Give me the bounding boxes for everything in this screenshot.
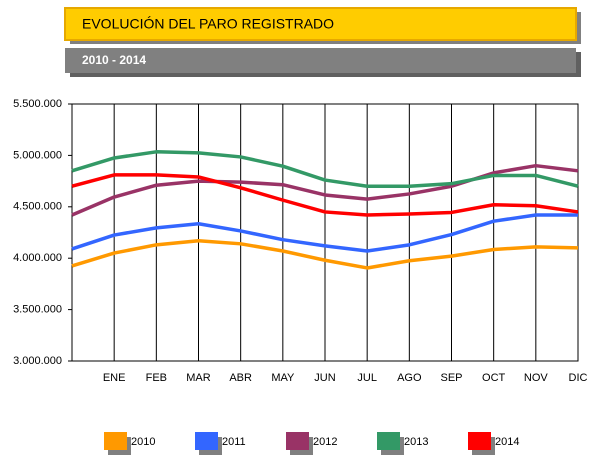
legend-label: 2014 [495, 436, 519, 448]
series-line [71, 163, 579, 217]
x-tick-label: DIC [569, 372, 588, 384]
series-line [71, 238, 579, 270]
title-bar [64, 7, 577, 41]
y-tick-label: 3.000.000 [13, 355, 62, 367]
legend-swatch [104, 432, 127, 450]
x-tick-label: ABR [229, 372, 252, 384]
x-tick-label: FEB [146, 372, 167, 384]
x-tick-label: SEP [440, 372, 462, 384]
legend-label: 2013 [404, 436, 428, 448]
legend-swatch [468, 432, 491, 450]
legend-label: 2011 [222, 436, 246, 448]
y-tick-label: 5.000.000 [13, 149, 62, 161]
legend-swatch [377, 432, 400, 450]
series-line [71, 213, 578, 253]
x-tick-label: NOV [524, 372, 549, 384]
x-tick-label: MAR [186, 372, 211, 384]
series-line [71, 150, 579, 188]
x-tick-label: JUN [314, 372, 335, 384]
y-tick-label: 4.000.000 [13, 252, 62, 264]
x-tick-label: JUL [357, 372, 377, 384]
x-tick-label: MAY [271, 372, 295, 384]
legend-swatch [195, 432, 218, 450]
x-tick-label: ENE [103, 372, 126, 384]
y-tick-label: 3.500.000 [13, 304, 62, 316]
legend-label: 2010 [131, 436, 155, 448]
chart-title: EVOLUCIÓN DEL PARO REGISTRADO [82, 16, 334, 32]
legend-swatch [286, 432, 309, 450]
x-tick-label: AGO [397, 372, 422, 384]
subtitle-bar [65, 48, 576, 73]
x-tick-label: OCT [482, 372, 506, 384]
y-tick-label: 5.500.000 [13, 98, 62, 110]
series-line [71, 173, 579, 217]
legend-label: 2012 [313, 436, 337, 448]
chart-subtitle: 2010 - 2014 [82, 53, 146, 67]
y-tick-label: 4.500.000 [13, 201, 62, 213]
